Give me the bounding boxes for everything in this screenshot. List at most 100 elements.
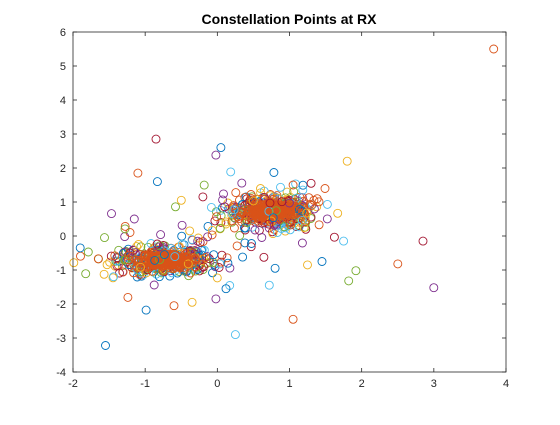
data-point [218,195,228,205]
data-point [276,182,285,192]
data-point [256,212,266,222]
data-point [152,177,162,187]
data-point [429,283,439,293]
data-point [246,190,256,199]
data-point [136,267,146,277]
data-point [201,253,210,262]
data-point [226,167,236,177]
y-tick-label: 4 [60,95,66,107]
data-point [151,134,161,144]
data-point [299,223,309,233]
data-point [211,294,221,304]
data-point [288,314,298,324]
x-tick-label: 4 [503,378,509,390]
data-point [187,235,197,245]
data-point [120,221,130,231]
data-point [169,256,179,266]
data-point [322,199,332,209]
data-point [314,220,324,230]
data-point [206,202,216,212]
data-point [264,219,274,229]
data-point [221,217,231,227]
data-point [322,214,332,224]
data-point [198,237,208,247]
data-point [110,251,120,261]
data-point [120,224,130,234]
data-point [216,257,226,267]
data-point [100,233,109,243]
data-point [166,250,176,260]
data-point [257,233,267,242]
data-point [76,251,85,261]
data-point [225,263,235,273]
data-point [247,222,257,232]
x-tick-label: 3 [431,378,437,390]
y-tick-label: 3 [60,129,66,141]
data-point [344,276,354,286]
data-point [133,168,143,178]
data-point [216,217,226,227]
data-point [277,197,287,207]
data-point [269,168,279,177]
data-point [109,272,119,282]
data-point [284,217,294,226]
x-axis: -2 -1 0 1 2 3 4 [68,32,509,390]
data-point [128,245,138,255]
data-point [177,231,187,241]
data-point [320,184,330,193]
data-point [306,201,316,210]
data-point [177,239,187,249]
data-point [149,280,159,290]
data-point [248,196,258,206]
data-point [81,269,91,279]
data-point [329,232,339,242]
data-point [290,206,300,216]
data-point [93,254,103,264]
data-point [256,184,265,193]
data-point [232,241,242,251]
data-point [136,261,146,271]
data-point [174,242,184,252]
data-point [199,180,209,190]
data-point [214,263,224,272]
data-point [302,208,312,218]
data-point [297,206,307,216]
x-tick-label: 1 [286,378,292,390]
data-point [229,201,238,211]
data-point [147,266,157,276]
data-point [296,209,305,218]
data-point [127,262,137,272]
data-point [136,262,145,272]
data-point [251,209,261,218]
data-point [242,209,252,219]
data-point [183,253,193,263]
data-point [270,263,280,273]
data-point [393,259,403,269]
data-point [280,223,290,233]
data-point [186,268,196,278]
y-axis: -4 -3 -2 -1 0 1 2 3 4 5 6 [56,27,506,379]
data-point [106,251,116,261]
data-point [235,231,245,240]
data-point [170,252,180,262]
y-tick-label: -2 [56,299,66,311]
data-point [294,204,304,214]
data-point [279,222,289,232]
data-point [259,252,269,262]
data-point [134,257,144,267]
x-tick-label: -2 [68,378,78,390]
data-point [317,257,327,266]
data-point [101,341,110,350]
data-point [120,232,130,242]
y-tick-label: 6 [60,27,66,39]
data-point [333,208,343,218]
data-point [123,292,133,302]
data-point [203,232,213,242]
data-point [289,187,299,197]
data-point [154,242,164,252]
data-point [169,301,179,311]
data-point [237,178,247,188]
data-point [303,260,312,270]
data-point [247,239,256,248]
data-point [156,230,166,240]
